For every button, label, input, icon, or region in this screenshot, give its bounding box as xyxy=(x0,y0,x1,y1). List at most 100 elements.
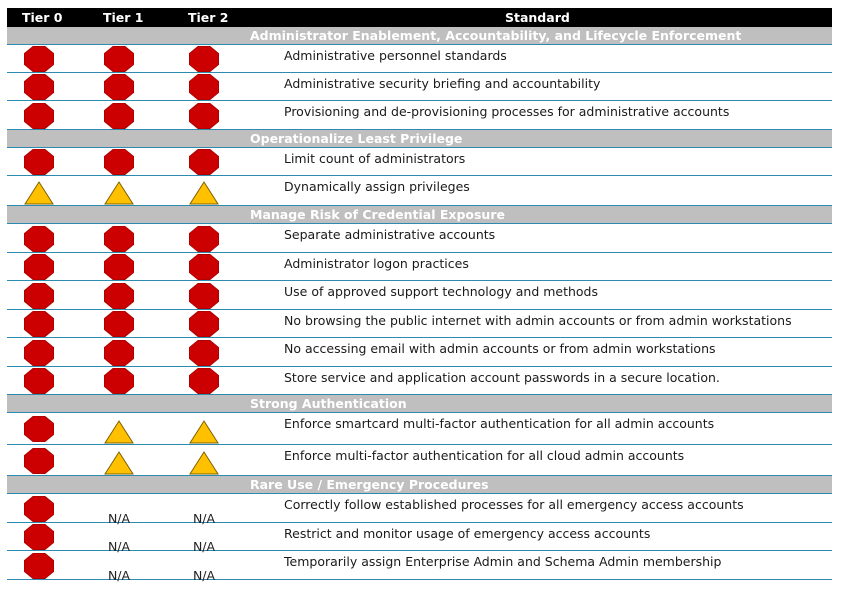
stop-octagon-icon xyxy=(189,103,219,133)
stop-octagon-icon xyxy=(189,340,219,370)
standard-text: Administrative personnel standards xyxy=(284,48,507,63)
stop-octagon-icon xyxy=(24,74,54,104)
warning-triangle-icon xyxy=(104,451,134,479)
standard-text: Limit count of administrators xyxy=(284,151,466,166)
stop-octagon-icon xyxy=(189,46,219,76)
table-row: N/A N/A Correctly follow established proce… xyxy=(7,494,832,526)
section-header: Manage Risk of Credential Exposure xyxy=(7,206,832,224)
stop-octagon-icon xyxy=(104,368,134,398)
table-row: Provisioning and de-provisioning process… xyxy=(7,101,832,130)
warning-triangle-icon xyxy=(104,420,134,448)
standard-text: Correctly follow established processes f… xyxy=(284,497,744,512)
stop-octagon-icon xyxy=(24,524,54,554)
standard-text: Enforce multi-factor authentication for … xyxy=(284,448,685,463)
header-tier0: Tier 0 xyxy=(22,10,63,25)
stop-octagon-icon xyxy=(24,496,54,526)
table-row: No browsing the public internet with adm… xyxy=(7,310,832,338)
tier0-cell xyxy=(7,551,71,579)
tier2-cell xyxy=(169,73,239,100)
stop-octagon-icon xyxy=(189,254,219,284)
tier2-cell xyxy=(169,253,239,280)
tier2-cell xyxy=(169,445,239,475)
table-row: Administrator logon practices xyxy=(7,253,832,281)
warning-triangle-icon xyxy=(24,181,54,209)
tier1-cell: N/A xyxy=(84,494,154,526)
warning-triangle-icon xyxy=(189,451,219,479)
warning-triangle-icon xyxy=(189,420,219,448)
tier1-cell xyxy=(84,73,154,100)
stop-octagon-icon xyxy=(24,103,54,133)
not-applicable-label: N/A xyxy=(192,511,216,526)
standard-text: Separate administrative accounts xyxy=(284,227,496,242)
table-row: Enforce smartcard multi-factor authentic… xyxy=(7,413,832,445)
not-applicable-label: N/A xyxy=(107,539,131,554)
tier1-cell xyxy=(84,310,154,337)
tier0-cell xyxy=(7,101,71,129)
tier0-cell xyxy=(7,281,71,309)
tier0-cell xyxy=(7,73,71,100)
stop-octagon-icon xyxy=(189,74,219,104)
stop-octagon-icon xyxy=(104,340,134,370)
tier2-cell xyxy=(169,413,239,444)
stop-octagon-icon xyxy=(24,553,54,583)
standards-table: Tier 0 Tier 1 Tier 2 Standard Administra… xyxy=(7,8,832,583)
section-title: Administrator Enablement, Accountability… xyxy=(250,28,742,43)
section-title: Strong Authentication xyxy=(250,396,407,411)
tier0-cell xyxy=(7,148,71,175)
stop-octagon-icon xyxy=(104,74,134,104)
section-header: Rare Use / Emergency Procedures xyxy=(7,476,832,494)
table-row: Separate administrative accounts xyxy=(7,224,832,253)
stop-octagon-icon xyxy=(24,226,54,256)
tier1-cell xyxy=(84,224,154,252)
table-row: N/A N/A Temporarily assign Enterprise Admi… xyxy=(7,551,832,583)
tier0-cell xyxy=(7,224,71,252)
stop-octagon-icon xyxy=(104,311,134,341)
stop-octagon-icon xyxy=(24,46,54,76)
tier1-cell: N/A xyxy=(84,523,154,554)
tier1-cell xyxy=(84,253,154,280)
stop-octagon-icon xyxy=(104,46,134,76)
tier2-cell xyxy=(169,367,239,394)
tier0-cell xyxy=(7,338,71,366)
stop-octagon-icon xyxy=(189,149,219,179)
stop-octagon-icon xyxy=(24,283,54,313)
tier1-cell xyxy=(84,101,154,129)
table-row: N/A N/A Restrict and monitor usage of emer… xyxy=(7,523,832,554)
stop-octagon-icon xyxy=(189,226,219,256)
standard-text: Use of approved support technology and m… xyxy=(284,284,599,299)
table-row: No accessing email with admin accounts o… xyxy=(7,338,832,367)
tier1-cell xyxy=(84,45,154,72)
stop-octagon-icon xyxy=(24,368,54,398)
table-row: Limit count of administrators xyxy=(7,148,832,176)
tier1-cell: N/A xyxy=(84,551,154,583)
warning-triangle-icon xyxy=(104,181,134,209)
standard-text: Temporarily assign Enterprise Admin and … xyxy=(284,554,722,569)
tier0-cell xyxy=(7,253,71,280)
tier2-cell xyxy=(169,310,239,337)
tier2-cell xyxy=(169,148,239,175)
stop-octagon-icon xyxy=(24,340,54,370)
stop-octagon-icon xyxy=(104,226,134,256)
tier0-cell xyxy=(7,523,71,550)
tier0-cell xyxy=(7,494,71,522)
standard-text: No accessing email with admin accounts o… xyxy=(284,341,716,356)
tier0-cell xyxy=(7,45,71,72)
not-applicable-label: N/A xyxy=(192,539,216,554)
not-applicable-label: N/A xyxy=(192,568,216,583)
standard-text: Administrator logon practices xyxy=(284,256,469,271)
standard-text: Restrict and monitor usage of emergency … xyxy=(284,526,651,541)
tier0-cell xyxy=(7,367,71,394)
stop-octagon-icon xyxy=(104,149,134,179)
table-row: Administrative security briefing and acc… xyxy=(7,73,832,101)
standard-text: Administrative security briefing and acc… xyxy=(284,76,601,91)
section-title: Operationalize Least Privilege xyxy=(250,131,463,146)
table-row: Use of approved support technology and m… xyxy=(7,281,832,310)
stop-octagon-icon xyxy=(189,283,219,313)
tier0-cell xyxy=(7,176,71,205)
not-applicable-label: N/A xyxy=(107,568,131,583)
tier0-cell xyxy=(7,413,71,444)
standard-text: Provisioning and de-provisioning process… xyxy=(284,104,730,119)
standard-text: Dynamically assign privileges xyxy=(284,179,470,194)
warning-triangle-icon xyxy=(189,181,219,209)
standard-text: Enforce smartcard multi-factor authentic… xyxy=(284,416,715,431)
